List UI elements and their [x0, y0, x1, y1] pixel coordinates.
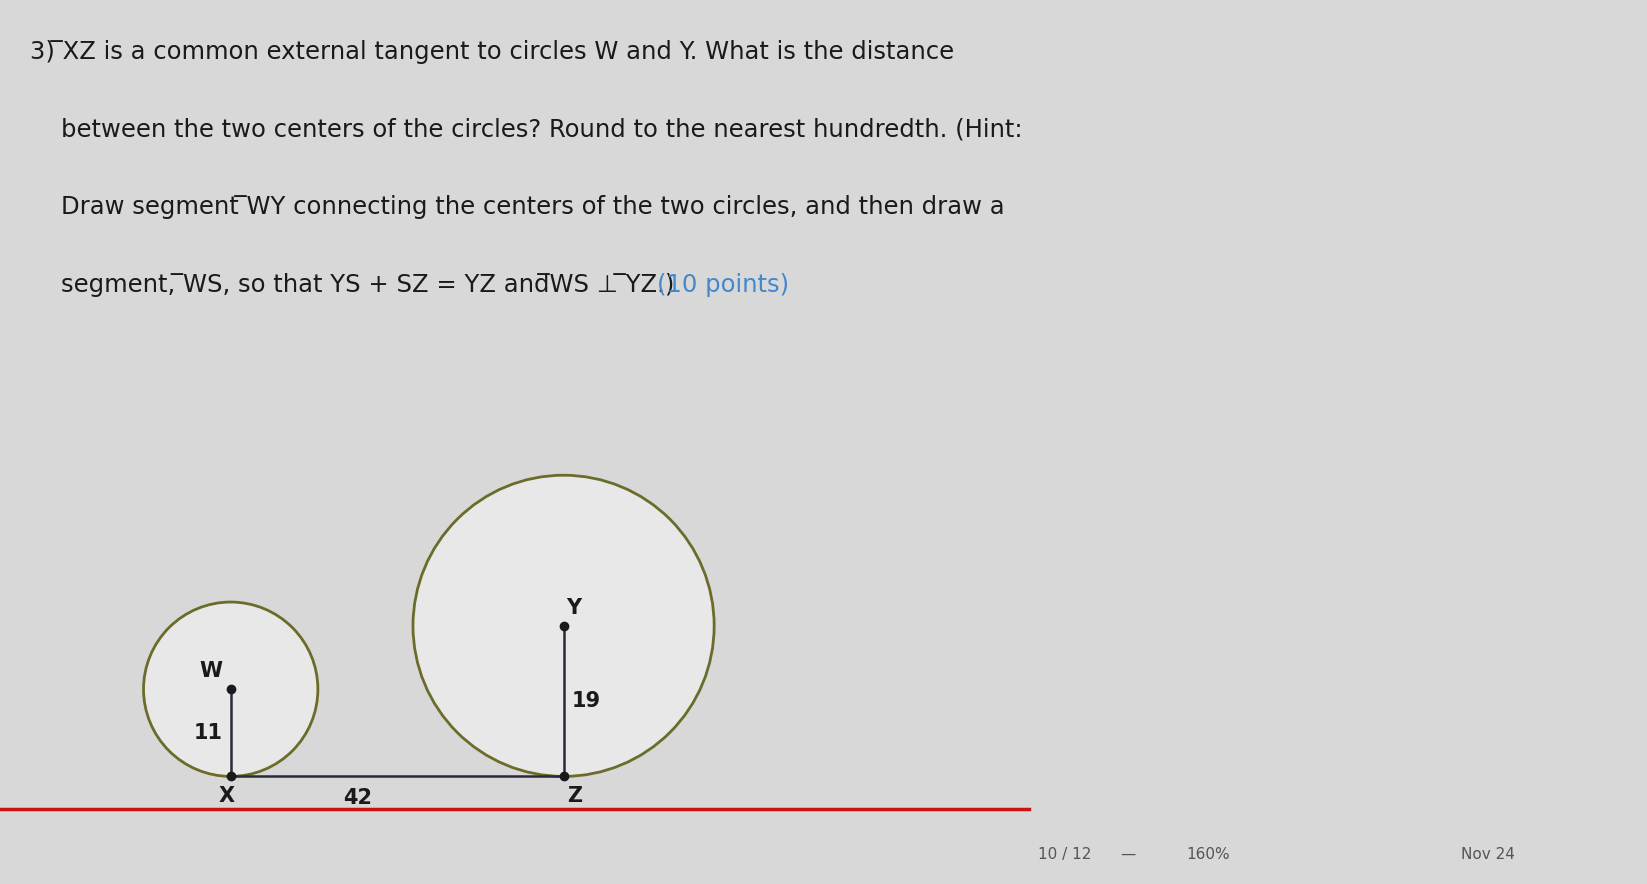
Text: Nov 24: Nov 24: [1461, 847, 1515, 862]
Text: Y: Y: [567, 598, 581, 618]
Text: Z: Z: [568, 786, 583, 806]
Text: 160%: 160%: [1186, 847, 1229, 862]
Circle shape: [143, 602, 318, 776]
Text: 19: 19: [572, 691, 601, 711]
Text: Draw segment ̅WY connecting the centers of the two circles, and then draw a: Draw segment ̅WY connecting the centers …: [30, 195, 1005, 219]
Text: 11: 11: [194, 723, 222, 743]
Text: X: X: [219, 786, 236, 806]
Text: 42: 42: [343, 789, 372, 808]
Text: 3) ̅XZ is a common external tangent to circles W and Y. What is the distance: 3) ̅XZ is a common external tangent to c…: [30, 40, 954, 64]
Text: between the two centers of the circles? Round to the nearest hundredth. (Hint:: between the two centers of the circles? …: [30, 118, 1023, 141]
Text: —: —: [1120, 847, 1136, 862]
Text: 10 / 12: 10 / 12: [1038, 847, 1090, 862]
Text: segment, ̅WS, so that YS + SZ = YZ and̅WS ⊥ ̅YZ.): segment, ̅WS, so that YS + SZ = YZ and̅W…: [30, 273, 682, 297]
Text: (10 points): (10 points): [657, 273, 789, 297]
Text: W: W: [199, 661, 222, 682]
Circle shape: [413, 476, 715, 776]
